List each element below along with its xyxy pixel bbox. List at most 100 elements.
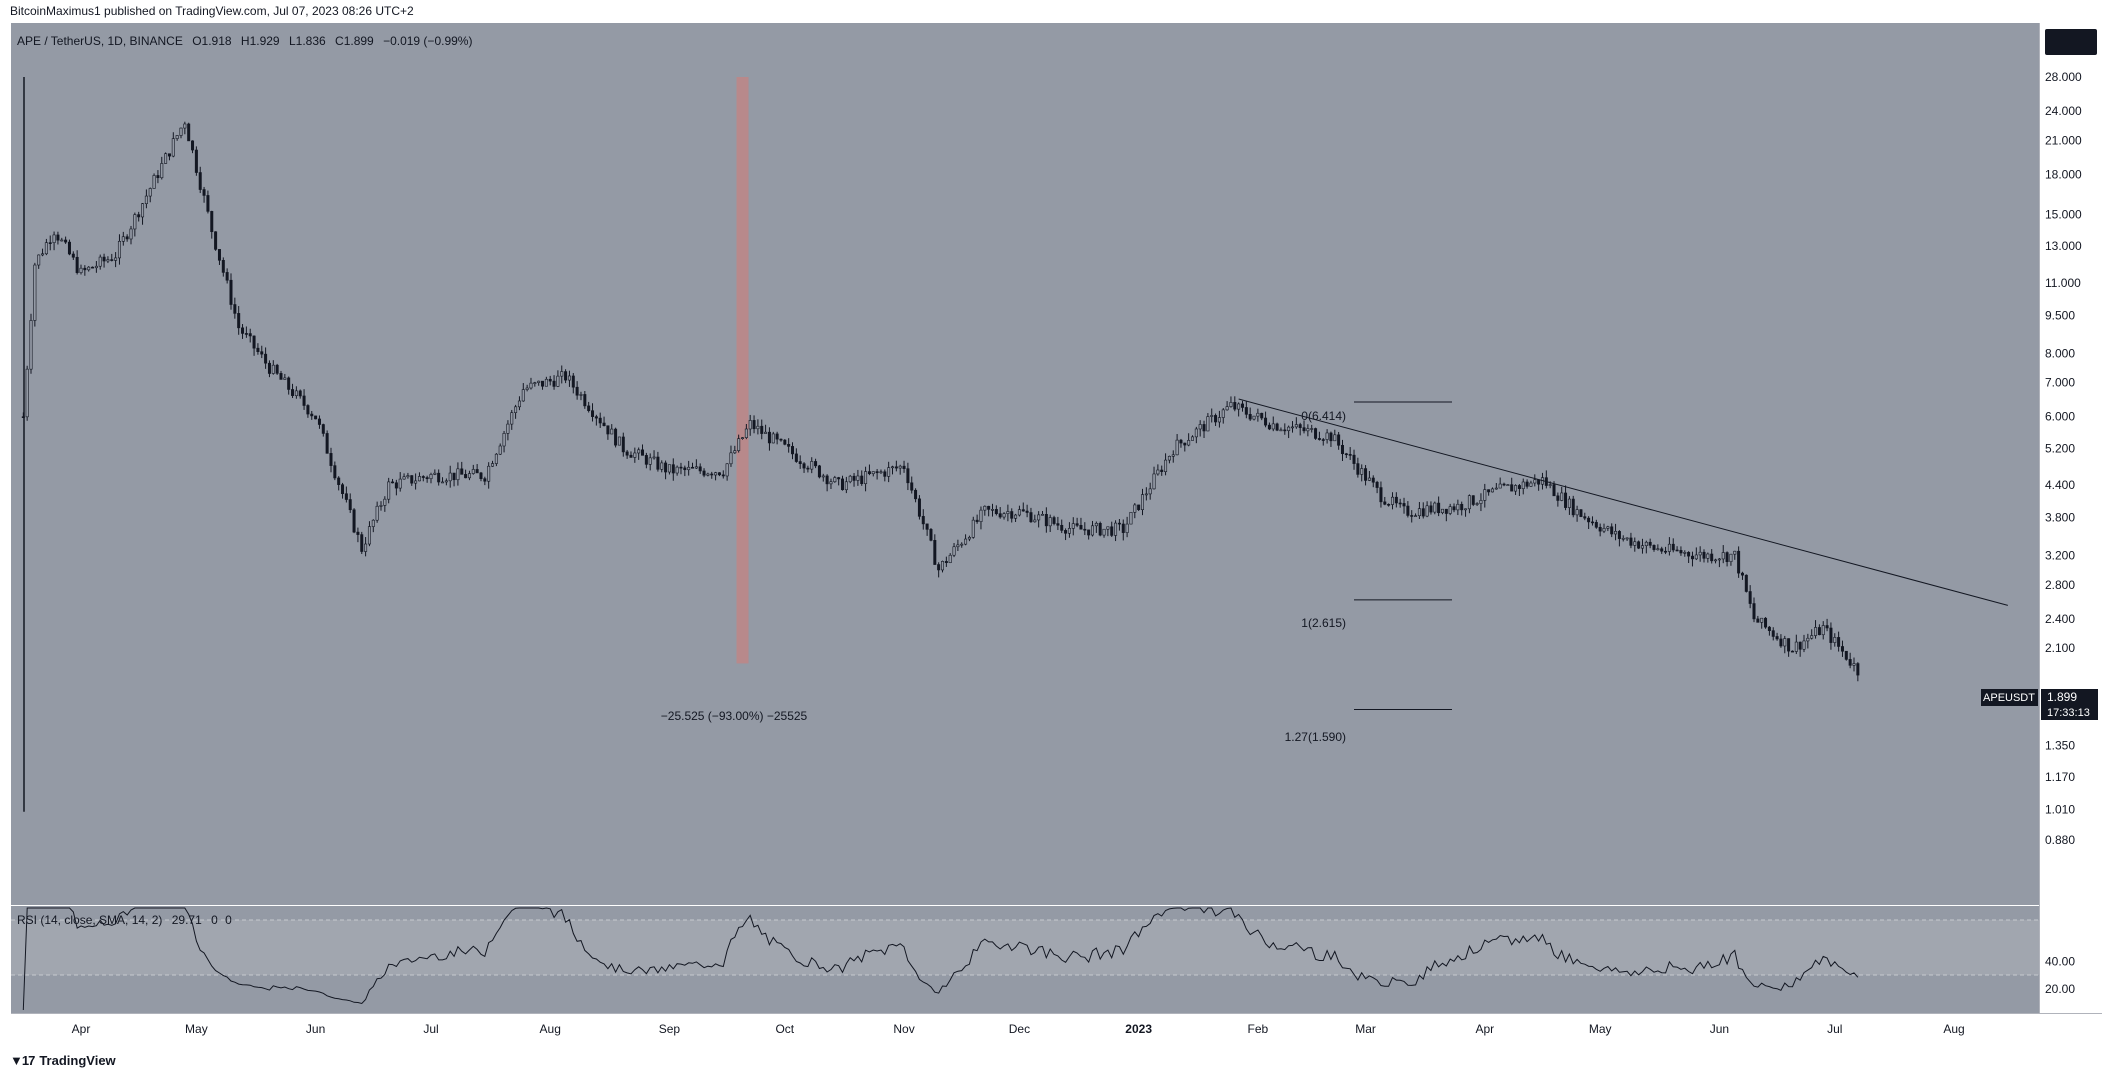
price-pane[interactable] (11, 23, 2039, 905)
candle-body (1387, 503, 1391, 506)
candle-body (1056, 523, 1060, 526)
candle-body (79, 267, 83, 273)
candle-body (506, 423, 510, 434)
candle-body (517, 400, 521, 408)
candle-body (1637, 541, 1641, 549)
price-tick-label: 1.010 (2045, 803, 2075, 817)
candle-body (360, 534, 364, 552)
candle-body (1344, 453, 1348, 456)
candle-body (791, 446, 795, 455)
candle-body (1510, 484, 1514, 492)
candle-body (1440, 508, 1444, 514)
candle-body (275, 364, 279, 374)
trendline[interactable] (1238, 398, 2008, 606)
time-tick-label: May (185, 1022, 208, 1036)
candle-body (198, 172, 202, 190)
candle-body (1079, 525, 1083, 530)
candle-body (1452, 506, 1456, 511)
candle-body (1179, 439, 1183, 444)
candle-body (1383, 501, 1387, 505)
candle-body (464, 474, 468, 479)
candle-body (225, 272, 229, 281)
candle-body (302, 395, 306, 406)
candle-body (414, 480, 418, 484)
candle-body (498, 445, 502, 455)
candle-body (383, 498, 387, 506)
candle-body (1314, 428, 1318, 439)
candle-body (117, 241, 121, 259)
candle-body (1837, 637, 1841, 647)
candle-body (1767, 626, 1771, 631)
time-ticks: Apr May Jun Jul Aug Sep Oct Nov Dec 2023 Feb Mar Apr… (72, 1022, 1965, 1036)
candle-body (156, 175, 160, 179)
candle-body (329, 453, 333, 466)
candle-body (1764, 617, 1768, 628)
candle-body (921, 516, 925, 525)
candle-body (1094, 522, 1098, 527)
candle-body (1037, 514, 1041, 521)
fib-levels[interactable] (1354, 401, 1452, 711)
candle-body (1225, 406, 1229, 411)
candle-body (1252, 415, 1256, 420)
candle-body (914, 489, 918, 500)
candle-body (1602, 528, 1606, 532)
candle-body (1633, 541, 1637, 546)
candle-body (860, 475, 864, 485)
candle-body (160, 163, 164, 179)
candle-body (952, 546, 956, 556)
candle-body (998, 513, 1002, 518)
candle-body (844, 481, 848, 491)
candle-body (406, 475, 410, 478)
time-axis[interactable] (11, 1014, 2040, 1021)
candle-body (1706, 553, 1710, 559)
candle-body (244, 333, 248, 335)
candle-body (287, 377, 291, 390)
o-value: 1.918 (202, 34, 232, 48)
candle-body (1740, 572, 1744, 576)
candle-body (1017, 509, 1021, 516)
price-tick-label: 8.000 (2045, 346, 2075, 360)
candle-body (1417, 508, 1421, 517)
candle-body (1102, 528, 1106, 536)
tradingview-logo[interactable]: ▼17 TradingView (10, 1053, 116, 1068)
candle-body (571, 375, 575, 388)
candle-body (1414, 515, 1418, 518)
candle-body (906, 468, 910, 484)
candle-body (660, 462, 664, 470)
rsi-legend[interactable]: RSI (14, close, SMA, 14, 2) 29.71 0 0 (17, 913, 232, 927)
candle-body (741, 437, 745, 439)
candle-body (1529, 482, 1533, 487)
candle-body (1194, 428, 1198, 438)
candle-body (1183, 442, 1187, 446)
candle-body (102, 256, 106, 262)
candle-body (948, 554, 952, 564)
time-tick-label: Jul (423, 1022, 438, 1036)
price-tick-label: 2.100 (2045, 641, 2075, 655)
candle-body (479, 472, 483, 479)
candle-body (83, 267, 87, 271)
candle-body (833, 477, 837, 483)
candle-body (267, 362, 271, 374)
candle-body (417, 476, 421, 482)
candle-body (1590, 521, 1594, 524)
price-tick-label: 7.000 (2045, 376, 2075, 390)
candle-body (1752, 603, 1756, 620)
candle-body (1852, 663, 1856, 666)
price-axis[interactable] (2040, 23, 2102, 1013)
candle-body (760, 425, 764, 434)
axis-corner-box[interactable] (2045, 29, 2097, 55)
highlight-range[interactable] (736, 77, 749, 664)
trendline-line (1238, 398, 2008, 606)
candle-body (1717, 558, 1721, 561)
time-tick-label: Mar (1355, 1022, 1376, 1036)
symbol-legend[interactable]: APE / TetherUS, 1D, BINANCE O1.918 H1.92… (17, 34, 472, 48)
countdown-text: 17:33:13 (2047, 707, 2090, 719)
rsi-tick-label: 40.00 (2045, 954, 2075, 968)
candle-body (1464, 508, 1468, 511)
symbol-tag (1981, 689, 2038, 706)
candle-body (1406, 505, 1410, 516)
rsi-v2: 0 (211, 913, 218, 927)
candle-body (691, 466, 695, 469)
candle-body (1552, 484, 1556, 497)
